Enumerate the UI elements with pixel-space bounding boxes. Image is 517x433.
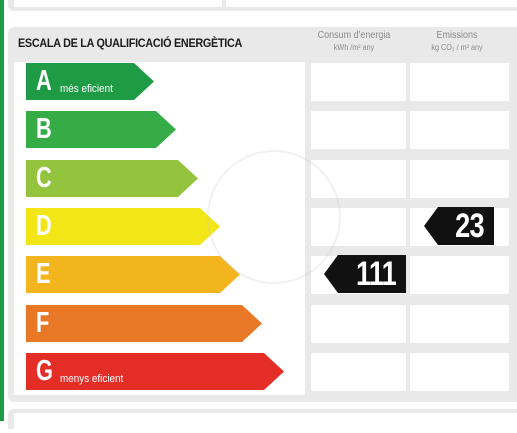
rating-band-c: C	[26, 160, 198, 197]
consumption-cell-b	[311, 111, 406, 149]
emissions-cell-b	[410, 111, 509, 149]
band-letter: E	[36, 258, 51, 290]
rating-band-e: E	[26, 256, 240, 293]
consumption-rating-badge: 111	[324, 255, 406, 293]
emissions-cell-c	[410, 160, 509, 198]
emissions-header-label: Emissions	[436, 30, 478, 41]
consumption-column-header: Consum d'energia kWh /m² any	[311, 30, 397, 54]
label-title: ESCALA DE LA QUALIFICACIÓ ENERGÈTICA	[18, 36, 243, 50]
consumption-cell-a	[311, 63, 406, 101]
consumption-cell-g	[311, 353, 406, 391]
consumption-header-unit: kWh /m² any	[333, 43, 375, 52]
rating-band-f: F	[26, 305, 262, 342]
emissions-cell-g	[410, 353, 509, 391]
consumption-value: 111	[356, 255, 397, 293]
emissions-cell-f	[410, 305, 509, 343]
rating-band-d: D	[26, 208, 220, 245]
band-letter: B	[36, 113, 52, 145]
emissions-value: 23	[455, 207, 484, 245]
band-letter: A	[36, 65, 52, 97]
emissions-cell-e	[410, 256, 509, 294]
band-letter: G	[36, 355, 53, 387]
emissions-column-header: Emissions kg CO₂ / m² any	[414, 30, 500, 54]
band-letter: D	[36, 210, 52, 242]
side-accent-bar	[0, 0, 4, 421]
band-letter: C	[36, 162, 52, 194]
band-letter: F	[36, 307, 50, 339]
band-caption: menys eficient	[60, 373, 124, 385]
consumption-cell-f	[311, 305, 406, 343]
emissions-rating-badge: 23	[424, 207, 494, 245]
top-table-edge	[8, 0, 517, 11]
bottom-table-edge	[8, 409, 517, 433]
band-caption: més eficient	[60, 83, 113, 95]
watermark-logo	[207, 150, 341, 284]
emissions-cell-a	[410, 63, 509, 101]
rating-band-b: B	[26, 111, 176, 148]
consumption-header-label: Consum d'energia	[317, 30, 391, 41]
emissions-header-unit: kg CO₂ / m² any	[431, 43, 483, 52]
